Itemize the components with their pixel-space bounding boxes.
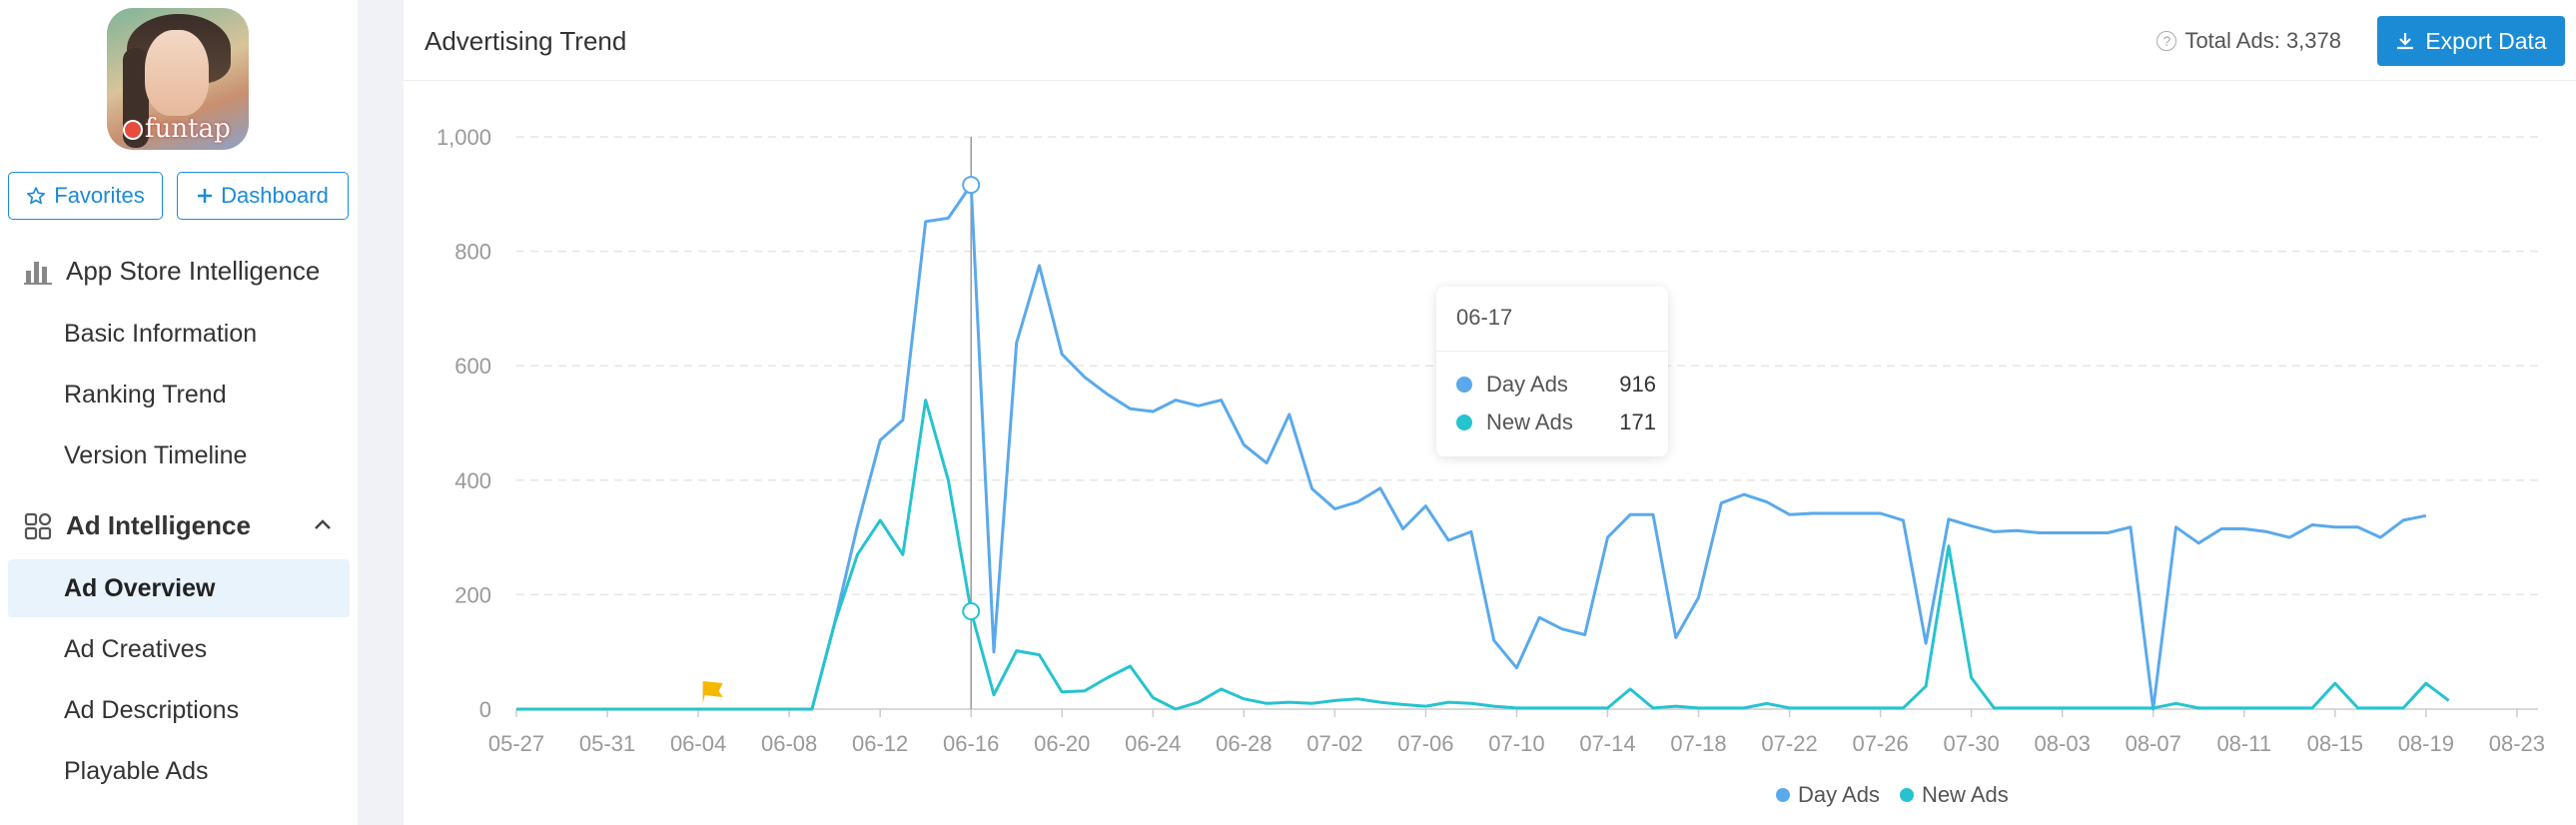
brand-dot-icon bbox=[123, 120, 143, 140]
tooltip-dot-new-ads bbox=[1456, 414, 1472, 430]
tooltip-value-day-ads: 916 bbox=[1619, 372, 1656, 397]
nav-section-ad-intelligence[interactable]: Ad Intelligence bbox=[24, 510, 251, 541]
new-ads-hover-point bbox=[962, 602, 981, 621]
x-tick-label: 05-31 bbox=[579, 731, 635, 756]
tooltip-dot-day-ads bbox=[1456, 377, 1472, 393]
tooltip-row-day-ads: Day Ads 916 bbox=[1456, 372, 1656, 398]
dashboard-label: Dashboard bbox=[221, 183, 329, 208]
legend-dot-day-ads bbox=[1776, 788, 1790, 802]
tooltip-date: 06-17 bbox=[1456, 305, 1513, 330]
nav-item-ad-descriptions[interactable]: Ad Descriptions bbox=[64, 696, 240, 724]
export-data-label: Export Data bbox=[2425, 27, 2547, 54]
legend-dot-new-ads bbox=[1899, 788, 1914, 802]
bar-chart-icon bbox=[24, 261, 52, 285]
nav-section-app-store[interactable]: App Store Intelligence bbox=[24, 256, 320, 287]
chevron-up-icon[interactable] bbox=[313, 516, 333, 532]
x-tick-label: 07-18 bbox=[1670, 731, 1726, 756]
star-icon bbox=[27, 187, 46, 205]
legend-label-new-ads: New Ads bbox=[1921, 782, 2009, 807]
app-icon-face bbox=[145, 30, 209, 116]
card-header-divider bbox=[404, 80, 2576, 81]
chart-tooltip: 06-17 Day Ads 916 New Ads 171 bbox=[1436, 287, 1668, 456]
tooltip-name-new-ads: New Ads bbox=[1486, 410, 1573, 434]
day-ads-hover-point bbox=[962, 176, 981, 195]
advertising-trend-card: Advertising Trend ? Total Ads: 3,378 Exp… bbox=[404, 0, 2576, 825]
new-ads-line bbox=[516, 399, 2450, 711]
nav-item-ad-overview[interactable]: Ad Overview bbox=[64, 574, 216, 602]
nav-item-version-timeline[interactable]: Version Timeline bbox=[64, 441, 248, 469]
x-tick-label: 07-14 bbox=[1579, 731, 1635, 756]
y-tick-label: 400 bbox=[454, 468, 491, 493]
x-tick-label: 08-03 bbox=[2035, 731, 2091, 756]
tooltip-name-day-ads: Day Ads bbox=[1486, 372, 1568, 397]
x-tick-label: 07-06 bbox=[1397, 731, 1453, 756]
tooltip-divider bbox=[1436, 351, 1668, 352]
x-tick-label: 07-22 bbox=[1761, 731, 1817, 756]
x-tick-label: 07-02 bbox=[1306, 731, 1362, 756]
x-tick-label: 07-26 bbox=[1852, 731, 1908, 756]
x-tick-label: 08-07 bbox=[2126, 731, 2181, 756]
card-title: Advertising Trend bbox=[425, 26, 627, 56]
flag-marker-icon bbox=[702, 681, 723, 703]
app-icon-brand: funtap bbox=[123, 114, 231, 144]
nav-active-highlight bbox=[8, 559, 350, 617]
tooltip-row-new-ads: New Ads 171 bbox=[1456, 410, 1656, 435]
dashboard-button[interactable]: Dashboard bbox=[177, 172, 349, 220]
plus-icon bbox=[198, 189, 213, 203]
y-tick-label: 600 bbox=[454, 354, 491, 379]
legend-item-new-ads[interactable]: New Ads bbox=[1899, 782, 2009, 808]
y-tick-label: 0 bbox=[479, 697, 491, 722]
nav-item-ad-creatives[interactable]: Ad Creatives bbox=[64, 635, 208, 663]
y-tick-label: 800 bbox=[454, 240, 491, 265]
advertising-trend-chart: 0 200 400 600 800 1,000 05-27 05-31 06-04 06-08 06… bbox=[436, 125, 2545, 756]
app-icon[interactable]: funtap bbox=[107, 8, 249, 150]
x-tick-label: 08-19 bbox=[2398, 731, 2454, 756]
chart-legend: Day Ads New Ads bbox=[1776, 782, 2019, 808]
total-ads: ? Total Ads: 3,378 bbox=[2156, 28, 2341, 54]
legend-label-day-ads: Day Ads bbox=[1798, 782, 1880, 807]
nav-section-ad-label: Ad Intelligence bbox=[66, 510, 251, 540]
x-tick-label: 08-23 bbox=[2489, 731, 2545, 756]
x-tick-label: 06-24 bbox=[1125, 731, 1181, 756]
x-tick-label: 07-10 bbox=[1488, 731, 1544, 756]
x-tick-label: 05-27 bbox=[488, 731, 544, 756]
favorites-label: Favorites bbox=[54, 183, 145, 208]
help-icon[interactable]: ? bbox=[2156, 31, 2177, 51]
total-ads-label: Total Ads: 3,378 bbox=[2184, 28, 2341, 53]
download-icon bbox=[2397, 33, 2414, 50]
nav-section-app-store-label: App Store Intelligence bbox=[66, 256, 321, 286]
y-tick-label: 200 bbox=[454, 582, 491, 607]
nav-item-playable-ads[interactable]: Playable Ads bbox=[64, 757, 209, 785]
x-tick-label: 06-16 bbox=[943, 731, 999, 756]
x-tick-label: 08-11 bbox=[2216, 731, 2271, 756]
x-tick-label: 06-12 bbox=[852, 731, 908, 756]
nav-item-basic-information[interactable]: Basic Information bbox=[64, 320, 258, 348]
x-tick-label: 06-08 bbox=[761, 731, 817, 756]
x-tick-label: 07-30 bbox=[1943, 731, 1999, 756]
tooltip-value-new-ads: 171 bbox=[1619, 410, 1656, 434]
export-data-button[interactable]: Export Data bbox=[2377, 16, 2565, 66]
nav-item-ranking-trend[interactable]: Ranking Trend bbox=[64, 381, 227, 409]
sidebar: funtap Favorites Dashboard App Store Int… bbox=[0, 0, 358, 825]
grid-icon bbox=[24, 512, 52, 539]
x-tick-label: 06-20 bbox=[1034, 731, 1090, 756]
x-tick-label: 08-15 bbox=[2307, 731, 2363, 756]
favorites-button[interactable]: Favorites bbox=[8, 172, 163, 220]
y-tick-label: 1,000 bbox=[436, 125, 491, 150]
legend-item-day-ads[interactable]: Day Ads bbox=[1776, 782, 1880, 808]
x-tick-label: 06-28 bbox=[1216, 731, 1272, 756]
x-tick-label: 06-04 bbox=[670, 731, 726, 756]
